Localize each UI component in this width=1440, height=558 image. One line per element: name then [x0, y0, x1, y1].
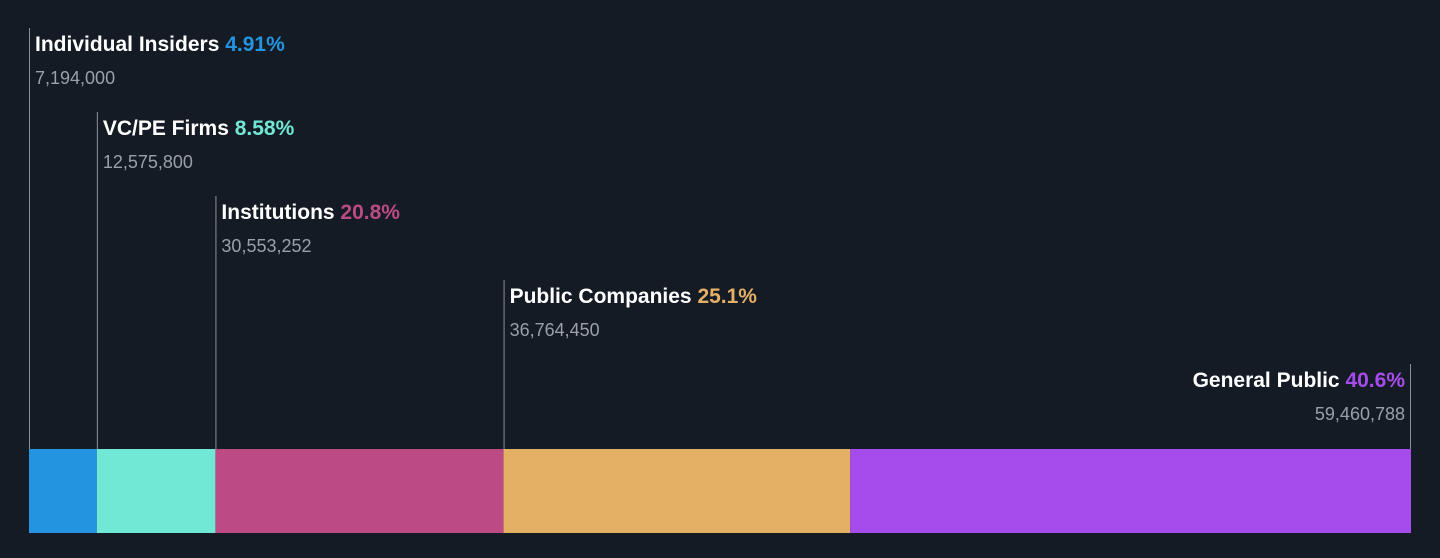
label-percent-vc-pe-firms: 8.58%: [235, 117, 295, 140]
label-vc-pe-firms: VC/PE Firms 8.58%: [103, 117, 295, 140]
label-name-vc-pe-firms: VC/PE Firms: [103, 117, 235, 140]
label-public-companies: Public Companies 25.1%: [510, 285, 758, 308]
bar-segment-public-companies: [503, 449, 851, 533]
label-name-individual-insiders: Individual Insiders: [35, 33, 225, 56]
label-shares-institutions: 30,553,252: [221, 236, 311, 256]
label-general-public: General Public 40.6%: [1193, 369, 1406, 392]
label-shares-vc-pe-firms: 12,575,800: [103, 152, 193, 172]
label-institutions: Institutions 20.8%: [221, 201, 400, 224]
label-name-institutions: Institutions: [221, 201, 340, 224]
bar-segment-institutions: [215, 449, 504, 533]
label-shares-general-public: 59,460,788: [1315, 404, 1405, 424]
label-percent-individual-insiders: 4.91%: [225, 33, 285, 56]
bar-segment-general-public: [850, 449, 1411, 533]
bar-segment-vc-pe-firms: [96, 449, 216, 533]
label-name-public-companies: Public Companies: [510, 285, 698, 308]
label-shares-public-companies: 36,764,450: [510, 320, 600, 340]
label-name-general-public: General Public: [1193, 369, 1346, 392]
label-individual-insiders: Individual Insiders 4.91%: [35, 33, 285, 56]
bar-segment-individual-insiders: [29, 449, 97, 533]
label-shares-individual-insiders: 7,194,000: [35, 68, 115, 88]
label-percent-institutions: 20.8%: [340, 201, 400, 224]
label-percent-general-public: 40.6%: [1345, 369, 1405, 392]
label-percent-public-companies: 25.1%: [697, 285, 757, 308]
